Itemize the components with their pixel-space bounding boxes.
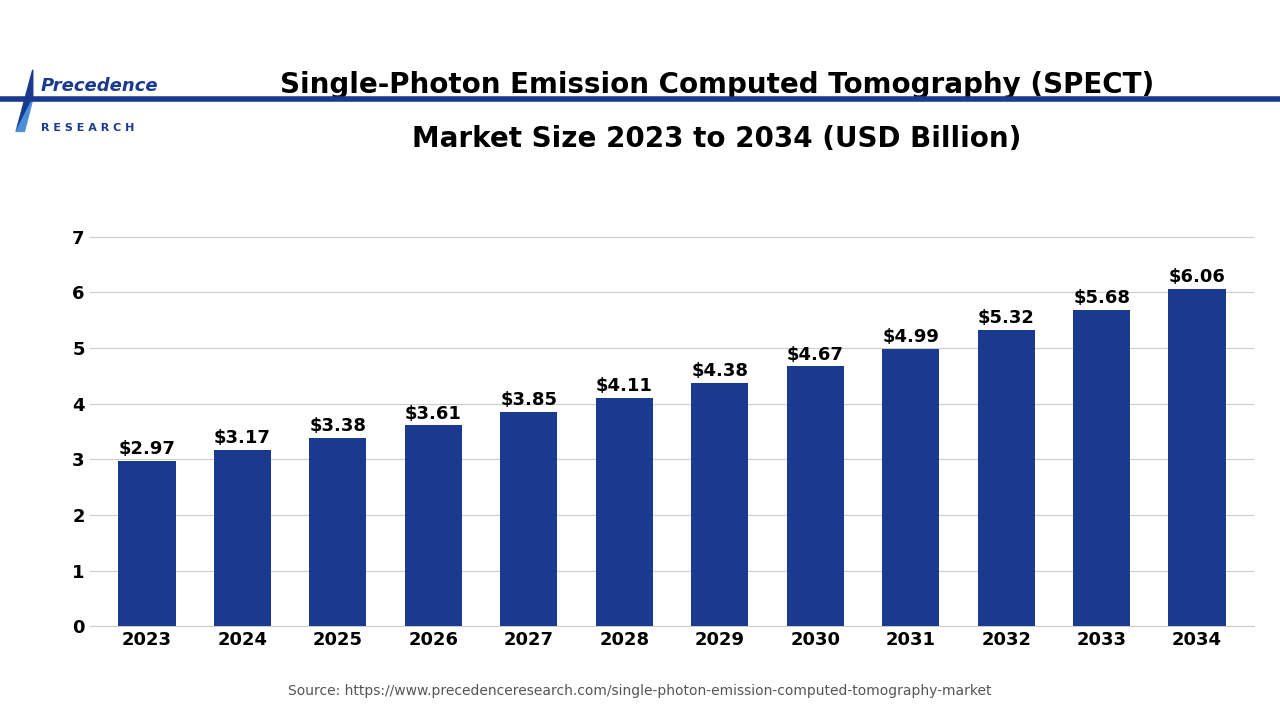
Bar [691,382,749,626]
Bar [595,397,653,626]
Polygon shape [17,99,33,131]
Text: Market Size 2023 to 2034 (USD Billion): Market Size 2023 to 2034 (USD Billion) [412,125,1021,153]
Bar [118,461,175,626]
Text: $2.97: $2.97 [119,440,175,458]
Bar [500,412,557,626]
Text: $6.06: $6.06 [1169,268,1225,286]
Text: $4.99: $4.99 [882,328,940,346]
Text: $5.68: $5.68 [1073,289,1130,307]
Polygon shape [17,70,33,131]
Text: $5.32: $5.32 [978,310,1034,328]
Text: Source: https://www.precedenceresearch.com/single-photon-emission-computed-tomog: Source: https://www.precedenceresearch.c… [288,684,992,698]
Text: $3.61: $3.61 [404,405,462,423]
Text: $3.85: $3.85 [500,391,557,409]
Text: $3.17: $3.17 [214,429,271,447]
Bar [787,366,844,626]
Bar [214,450,271,626]
Text: $4.67: $4.67 [787,346,844,364]
Text: $4.11: $4.11 [595,377,653,395]
Text: $3.38: $3.38 [310,418,366,436]
Bar [978,330,1034,626]
Text: Single-Photon Emission Computed Tomography (SPECT): Single-Photon Emission Computed Tomograp… [279,71,1155,99]
Text: $4.38: $4.38 [691,361,749,379]
Bar [1073,310,1130,626]
Bar [882,348,940,626]
Text: R E S E A R C H: R E S E A R C H [41,123,134,133]
Bar [404,426,462,626]
Bar [310,438,366,626]
Bar [1169,289,1226,626]
Text: Precedence: Precedence [41,77,159,95]
